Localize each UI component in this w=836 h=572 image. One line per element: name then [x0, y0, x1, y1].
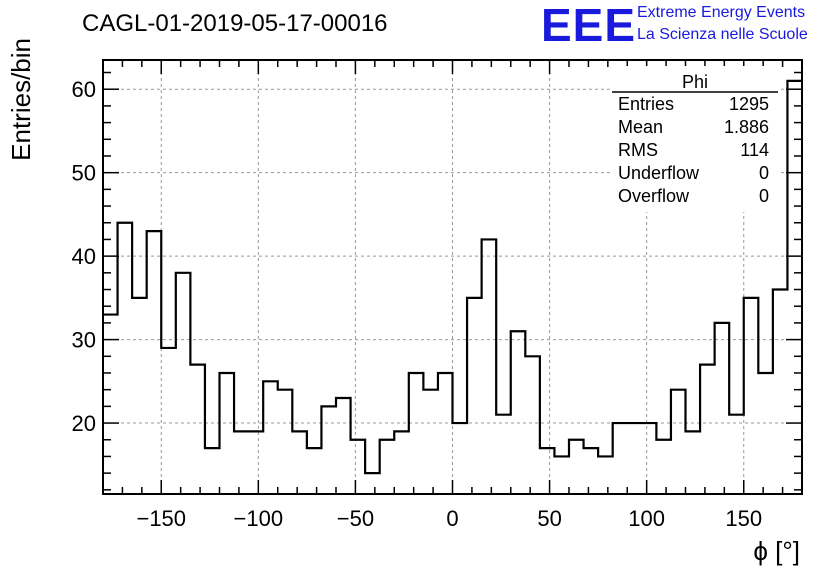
x-tick-label: −50: [337, 506, 374, 531]
logo-line-1: Extreme Energy Events: [637, 4, 806, 21]
stats-row-value: 1.886: [724, 117, 769, 137]
y-tick-label: 30: [72, 328, 96, 353]
x-axis-title: ϕ [°]: [753, 536, 800, 566]
y-axis-title: Entries/bin: [6, 38, 36, 161]
stats-box-background: [612, 66, 778, 212]
x-tick-label: 150: [725, 506, 762, 531]
x-tick-label: −150: [136, 506, 186, 531]
x-tick-label: 50: [537, 506, 561, 531]
stats-rows: Entries 1295 Mean 1.886 RMS 114 Underflow 0 Over…: [618, 94, 769, 206]
stats-row-label: Overflow: [618, 186, 690, 206]
stats-row-value: 0: [759, 163, 769, 183]
plot-title: CAGL-01-2019-05-17-00016: [82, 10, 388, 37]
y-tick-label: 40: [72, 244, 96, 269]
histogram-step-line: [103, 79, 802, 475]
stats-box-title: Phi: [682, 72, 708, 92]
axis-ticks: [102, 60, 803, 494]
x-tick-label: 0: [446, 506, 458, 531]
stats-row-label: Entries: [618, 94, 674, 114]
y-tick-label: 20: [72, 411, 96, 436]
stats-row-value: 1295: [729, 94, 769, 114]
stats-row-label: RMS: [618, 140, 658, 160]
y-tick-label: 50: [72, 161, 96, 186]
stats-row-value: 0: [759, 186, 769, 206]
stats-row-value: 114: [740, 140, 769, 160]
eee-logo: EEE: [541, 0, 637, 51]
y-tick-label: 60: [72, 77, 96, 102]
x-tick-label: −100: [234, 506, 284, 531]
x-tick-label: 100: [628, 506, 665, 531]
stats-row-label: Underflow: [618, 163, 700, 183]
stats-row-label: Mean: [618, 117, 663, 137]
tick-labels: −150 −100 −50 0 50 100 150 20 30 40 50 60: [72, 77, 763, 531]
logo-line-2: La Scienza nelle Scuole: [637, 26, 808, 43]
stats-box: Phi Entries 1295 Mean 1.886 RMS 114 Underflow 0…: [612, 66, 778, 212]
